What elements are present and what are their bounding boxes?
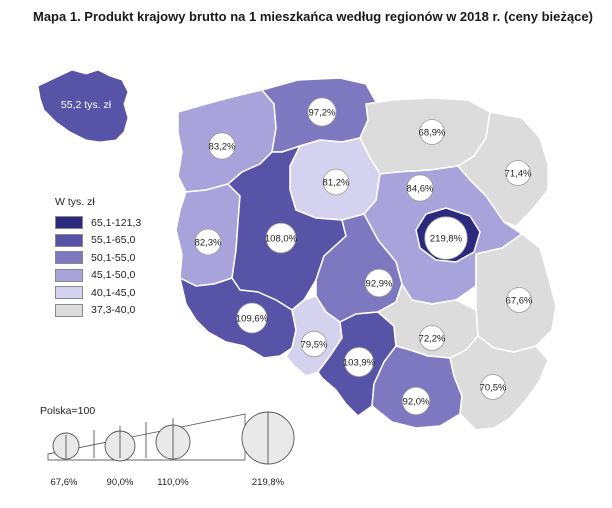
bubble-pomorskie: 97,2% (307, 97, 337, 127)
bubble-podlaskie: 71,4% (505, 160, 532, 186)
bubble-label: 81,2% (323, 178, 350, 189)
legend-swatch (55, 216, 83, 230)
inset-label: 55,2 tys. zł (61, 99, 112, 111)
scale-label: 90,0% (106, 477, 134, 488)
scale-title: Polska=100 (40, 405, 96, 417)
bubble-mazowiecki: 84,6% (406, 174, 434, 202)
scale-key (47, 411, 295, 465)
bubble-malopolskie: 92,0% (401, 386, 431, 416)
bubble-label: 97,2% (309, 108, 336, 119)
bubble-label: 109,6% (236, 314, 269, 325)
scale-label: 110,0% (157, 477, 189, 488)
legend-label: 50,1-55,0 (91, 251, 136, 264)
bubble-warminsko-mazurskie: 68,9% (419, 119, 446, 145)
bubble-label: 71,4% (505, 169, 532, 180)
bubble-label: 219,8% (430, 234, 463, 245)
legend-swatch (55, 303, 83, 317)
bubble-zachodniopomorskie: 83,2% (208, 132, 236, 160)
legend: W tys. zł 65,1-121,3 55,1-65,0 50,1-55,0… (55, 196, 141, 319)
region-podlaskie[interactable] (457, 111, 549, 227)
bubble-label: 72,2% (419, 334, 446, 345)
scale-label: 67,6% (50, 477, 78, 488)
scale-outline (47, 413, 246, 461)
legend-label: 55,1-65,0 (91, 234, 136, 247)
bubble-lubelskie: 67,6% (506, 287, 533, 313)
legend-swatch (55, 268, 83, 282)
legend-label: 40,1-45,0 (91, 286, 136, 299)
bubble-label: 67,6% (506, 296, 533, 307)
legend-label: 37,3-40,0 (91, 304, 136, 317)
bubble-kujawsko-pomorskie: 81,2% (323, 168, 350, 196)
scale-label: 219,8% (251, 477, 285, 488)
bubble-label: 82,3% (195, 238, 222, 249)
bubble-podkarpackie: 70,5% (480, 374, 507, 400)
legend-item: 65,1-121,3 (55, 214, 141, 232)
bubble-label: 108,0% (265, 234, 298, 245)
bubble-swietokrzyskie: 72,2% (419, 325, 446, 351)
legend-label: 65,1-121,3 (91, 216, 142, 229)
bubble-lubuskie: 82,3% (195, 228, 222, 256)
legend-item: 50,1-55,0 (55, 249, 141, 267)
legend-title: W tys. zł (55, 196, 95, 208)
legend-swatch (55, 233, 83, 247)
bubble-label: 84,6% (407, 184, 434, 195)
bubble-label: 92,9% (366, 279, 393, 290)
legend-item: 55,1-65,0 (55, 232, 141, 250)
bubble-label: 103,9% (343, 358, 376, 369)
legend-swatch (55, 251, 83, 265)
legend-label: 45,1-50,0 (91, 269, 136, 282)
bubble-label: 70,5% (480, 383, 507, 394)
bubble-lodzkie: 92,9% (364, 268, 394, 298)
inset-poland-shape (37, 69, 129, 143)
bubble-warszawski-stoleczny: 219,8% (424, 216, 468, 260)
bubble-label: 92,0% (403, 397, 430, 408)
legend-item: 45,1-50,0 (55, 267, 141, 285)
bubble-label: 83,2% (209, 142, 236, 153)
legend-item: 40,1-45,0 (55, 284, 141, 302)
bubble-dolnoslaskie: 109,6% (236, 302, 269, 334)
bubble-slaskie: 103,9% (343, 346, 376, 377)
bubble-wielkopolskie: 108,0% (265, 222, 298, 254)
bubble-label: 79,5% (301, 340, 328, 351)
bubble-opolskie: 79,5% (301, 330, 328, 358)
map-title: Mapa 1. Produkt krajowy brutto na 1 mies… (33, 9, 593, 24)
bubble-label: 68,9% (419, 128, 446, 139)
legend-item: 37,3-40,0 (55, 302, 141, 320)
legend-swatch (55, 286, 83, 300)
